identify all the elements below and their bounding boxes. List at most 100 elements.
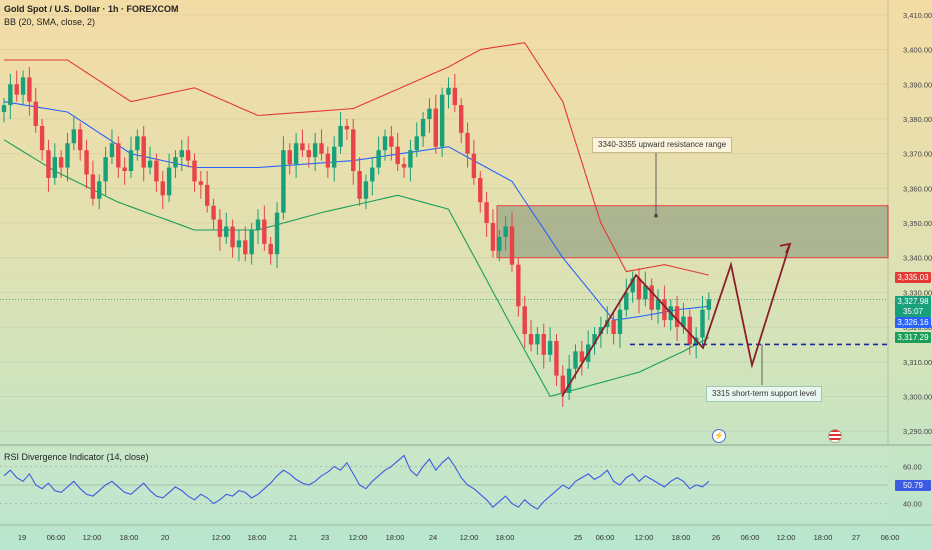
lightning-event-icon[interactable]: ⚡ [712,429,726,443]
rsi-indicator-label[interactable]: RSI Divergence Indicator (14, close) [4,452,149,462]
candle-body [122,167,127,172]
candle-body [509,226,515,265]
candle-body [230,226,235,248]
rsi-pane: 60.00 40.00 [0,448,922,522]
candle-body [598,327,604,335]
bb-upper-band [4,42,709,276]
x-tick-label: 06:00 [881,533,900,542]
projection-path [561,243,791,397]
candle-body [478,177,483,203]
candle-body [503,226,508,237]
resistance-zone [496,205,889,259]
projection-arrowhead [779,242,792,254]
candle-body [528,334,534,345]
x-tick-label: 12:00 [83,533,102,542]
x-tick-label: 18:00 [248,533,267,542]
y-tick-label: 3,370.00 [903,150,932,159]
rsi-value-tag: 50.79 [895,480,931,491]
candle-body [173,157,178,168]
x-tick-label: 12:00 [635,533,654,542]
x-tick-label: 18:00 [386,533,405,542]
candle-body [376,150,381,168]
y-tick-label: 3,410.00 [903,11,932,20]
candle-body [573,351,578,369]
candle-body [566,368,572,393]
candle-body [78,129,83,151]
x-tick-label: 12:00 [777,533,796,542]
bar-countdown-tag: 35:07 [895,306,931,317]
x-tick-label: 18:00 [672,533,691,542]
candle-body [46,150,51,178]
candle-body [249,229,254,255]
support-annotation[interactable]: 3315 short-term support level [706,386,823,402]
symbol-title[interactable]: Gold Spot / U.S. Dollar · 1h · FOREXCOM [4,4,179,14]
candle-body [363,181,369,199]
us-flag-event-icon[interactable] [828,429,842,443]
candle-body [351,129,356,172]
x-tick-label: 06:00 [596,533,615,542]
candle-body [579,351,585,362]
candle-body [33,101,38,126]
candle-body [39,125,45,151]
candle-body [401,164,407,168]
candle-body [535,334,540,345]
x-tick-label: 12:00 [349,533,368,542]
bb-indicator-label[interactable]: BB (20, SMA, close, 2) [4,17,96,27]
candle-body [71,129,77,144]
x-tick-label: 24 [429,533,437,542]
candle-body [274,212,280,255]
candle-body [236,240,242,248]
candle-body [611,320,616,335]
candle-body [27,77,32,102]
candle-body [65,143,70,168]
candle-body [154,160,159,182]
trend-drawings [0,152,888,397]
candle-body [128,150,134,172]
candle-body [217,219,223,237]
candle-body [522,306,527,335]
rsi-background [0,448,888,522]
x-tick-label: 20 [161,533,169,542]
candlesticks[interactable] [1,66,712,407]
candle-body [592,334,597,345]
y-tick-label: 3,300.00 [903,392,932,401]
y-tick-label: 3,340.00 [903,254,932,263]
candle-body [420,118,426,137]
candle-body [306,150,311,158]
candle-body [681,316,686,328]
candle-body [706,299,712,310]
candle-body [147,160,153,168]
last-price-tag: 3,327.98 [895,296,931,307]
x-tick-label: 25 [574,533,582,542]
candle-body [293,143,299,165]
candle-body [141,136,146,168]
x-tick-label: 12:00 [460,533,479,542]
candle-body [20,77,26,95]
candle-body [554,340,559,376]
candle-body [446,87,451,95]
x-tick-label: 18:00 [814,533,833,542]
candle-body [427,108,432,119]
candle-body [262,219,267,244]
candle-body [370,167,375,182]
x-tick-label: 21 [289,533,297,542]
candle-body [617,309,623,335]
y-tick-label: 3,390.00 [903,80,932,89]
resistance-annotation[interactable]: 3340-3355 upward resistance range [592,137,733,153]
resistance-zone-box [496,205,889,259]
candle-body [192,160,197,182]
candle-body [281,150,286,213]
x-tick-label: 06:00 [47,533,66,542]
bollinger-bands [3,42,710,398]
lower-band-price-tag: 3,317.29 [895,332,931,343]
x-tick-label: 18:00 [120,533,139,542]
candle-body [287,150,292,165]
candle-body [344,125,350,130]
candle-body [389,136,394,147]
candle-body [338,125,343,147]
candle-body [300,143,305,151]
candle-body [408,150,413,168]
candle-body [395,146,400,165]
